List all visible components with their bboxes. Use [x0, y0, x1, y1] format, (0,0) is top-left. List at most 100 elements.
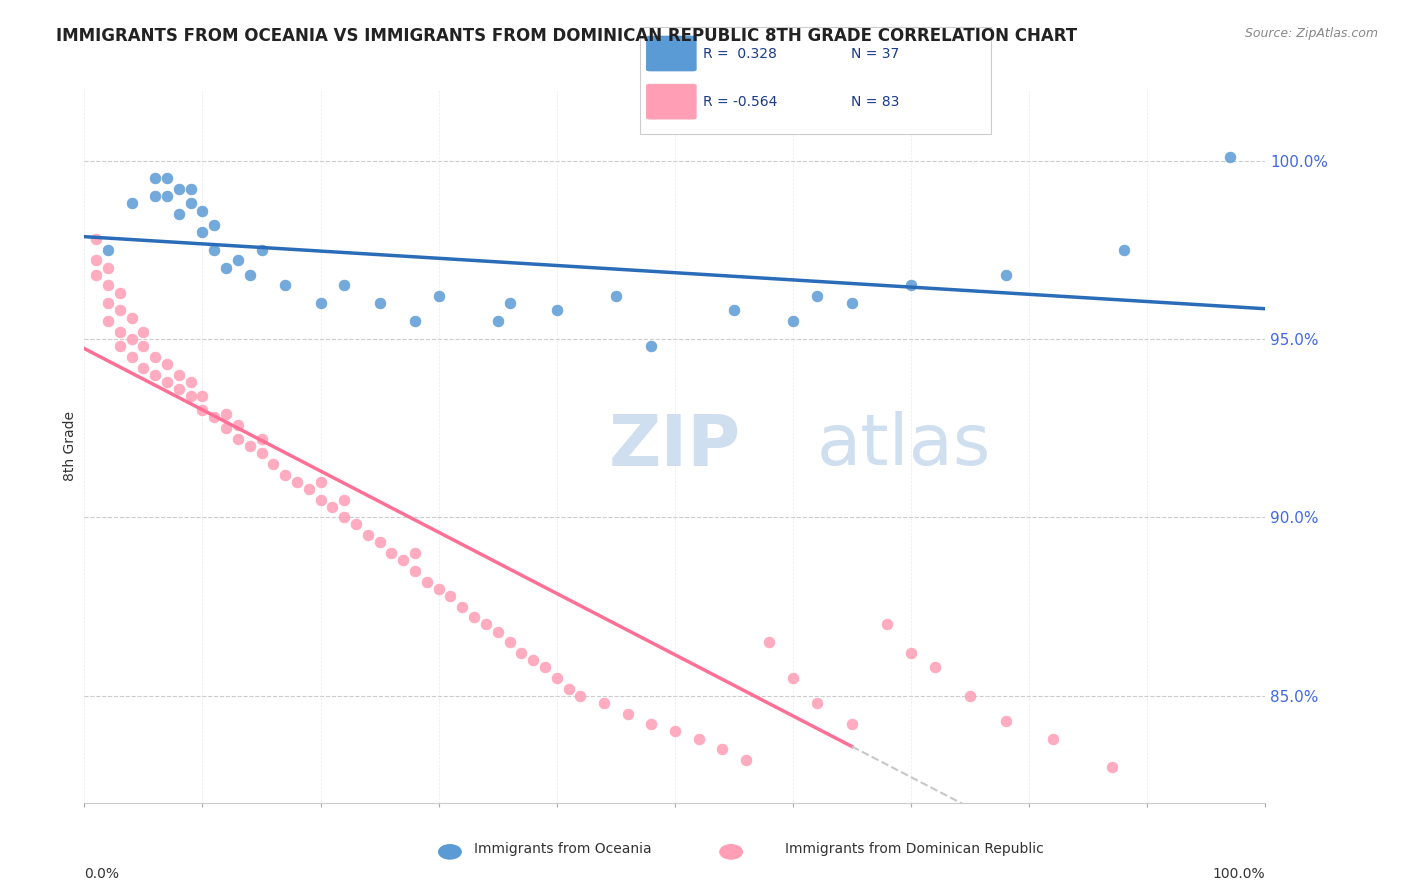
Point [132, 339, 155, 353]
Point [463, 610, 485, 624]
Point [97, 296, 120, 310]
Text: N = 37: N = 37 [851, 46, 898, 61]
Point [97, 260, 120, 275]
Point [97, 314, 120, 328]
Point [427, 582, 450, 596]
Point [191, 203, 214, 218]
Point [84, 253, 107, 268]
Point [180, 182, 202, 196]
Point [498, 635, 520, 649]
Point [226, 432, 249, 446]
Point [180, 389, 202, 403]
Point [900, 278, 922, 293]
Point [534, 660, 557, 674]
Point [121, 310, 143, 325]
Point [522, 653, 544, 667]
Text: N = 83: N = 83 [851, 95, 898, 109]
Point [333, 278, 356, 293]
Point [806, 696, 828, 710]
Point [274, 467, 297, 482]
Point [711, 742, 734, 756]
Point [167, 207, 190, 221]
Point [321, 500, 343, 514]
Point [108, 325, 131, 339]
Point [191, 389, 214, 403]
Point [121, 350, 143, 364]
Point [97, 278, 120, 293]
Y-axis label: 8th Grade: 8th Grade [63, 411, 77, 481]
Text: Source: ZipAtlas.com: Source: ZipAtlas.com [1244, 27, 1378, 40]
Point [486, 314, 509, 328]
Point [250, 446, 273, 460]
Point [392, 553, 415, 567]
Point [1219, 150, 1241, 164]
Point [191, 403, 214, 417]
Point [143, 350, 166, 364]
Text: ZIP: ZIP [609, 411, 741, 481]
Point [121, 332, 143, 346]
Point [357, 528, 380, 542]
Point [782, 671, 804, 685]
Point [167, 382, 190, 396]
Point [108, 303, 131, 318]
Point [486, 624, 509, 639]
Point [215, 260, 238, 275]
Point [734, 753, 756, 767]
Point [546, 303, 568, 318]
Point [841, 717, 863, 731]
Point [498, 296, 520, 310]
Point [84, 232, 107, 246]
Point [404, 314, 426, 328]
Point [344, 517, 367, 532]
Point [108, 285, 131, 300]
Point [285, 475, 308, 489]
Point [1112, 243, 1135, 257]
Point [782, 314, 804, 328]
Point [156, 171, 179, 186]
Point [250, 243, 273, 257]
Point [191, 225, 214, 239]
Text: R = -0.564: R = -0.564 [703, 95, 778, 109]
Point [616, 706, 638, 721]
Point [994, 714, 1017, 728]
Point [451, 599, 474, 614]
Point [239, 268, 262, 282]
Text: Immigrants from Oceania: Immigrants from Oceania [474, 842, 651, 856]
Point [226, 417, 249, 432]
Point [84, 268, 107, 282]
Point [427, 289, 450, 303]
Point [1101, 760, 1123, 774]
Point [404, 564, 426, 578]
Point [121, 196, 143, 211]
Point [368, 535, 391, 549]
Point [262, 457, 284, 471]
Point [333, 492, 356, 507]
Point [250, 432, 273, 446]
Point [132, 360, 155, 375]
Point [380, 546, 402, 560]
Point [900, 646, 922, 660]
Point [180, 375, 202, 389]
Text: 100.0%: 100.0% [1213, 867, 1265, 881]
Point [439, 589, 461, 603]
Point [1042, 731, 1064, 746]
Point [640, 717, 662, 731]
Point [298, 482, 321, 496]
Point [593, 696, 616, 710]
Text: R =  0.328: R = 0.328 [703, 46, 778, 61]
Point [569, 689, 592, 703]
Point [924, 660, 946, 674]
Point [546, 671, 568, 685]
Point [156, 375, 179, 389]
Point [723, 303, 745, 318]
FancyBboxPatch shape [647, 85, 696, 119]
Point [156, 189, 179, 203]
Point [557, 681, 579, 696]
Text: 0.0%: 0.0% [84, 867, 120, 881]
Point [143, 368, 166, 382]
Point [239, 439, 262, 453]
Point [156, 357, 179, 371]
Point [876, 617, 898, 632]
Point [202, 410, 225, 425]
Point [202, 243, 225, 257]
